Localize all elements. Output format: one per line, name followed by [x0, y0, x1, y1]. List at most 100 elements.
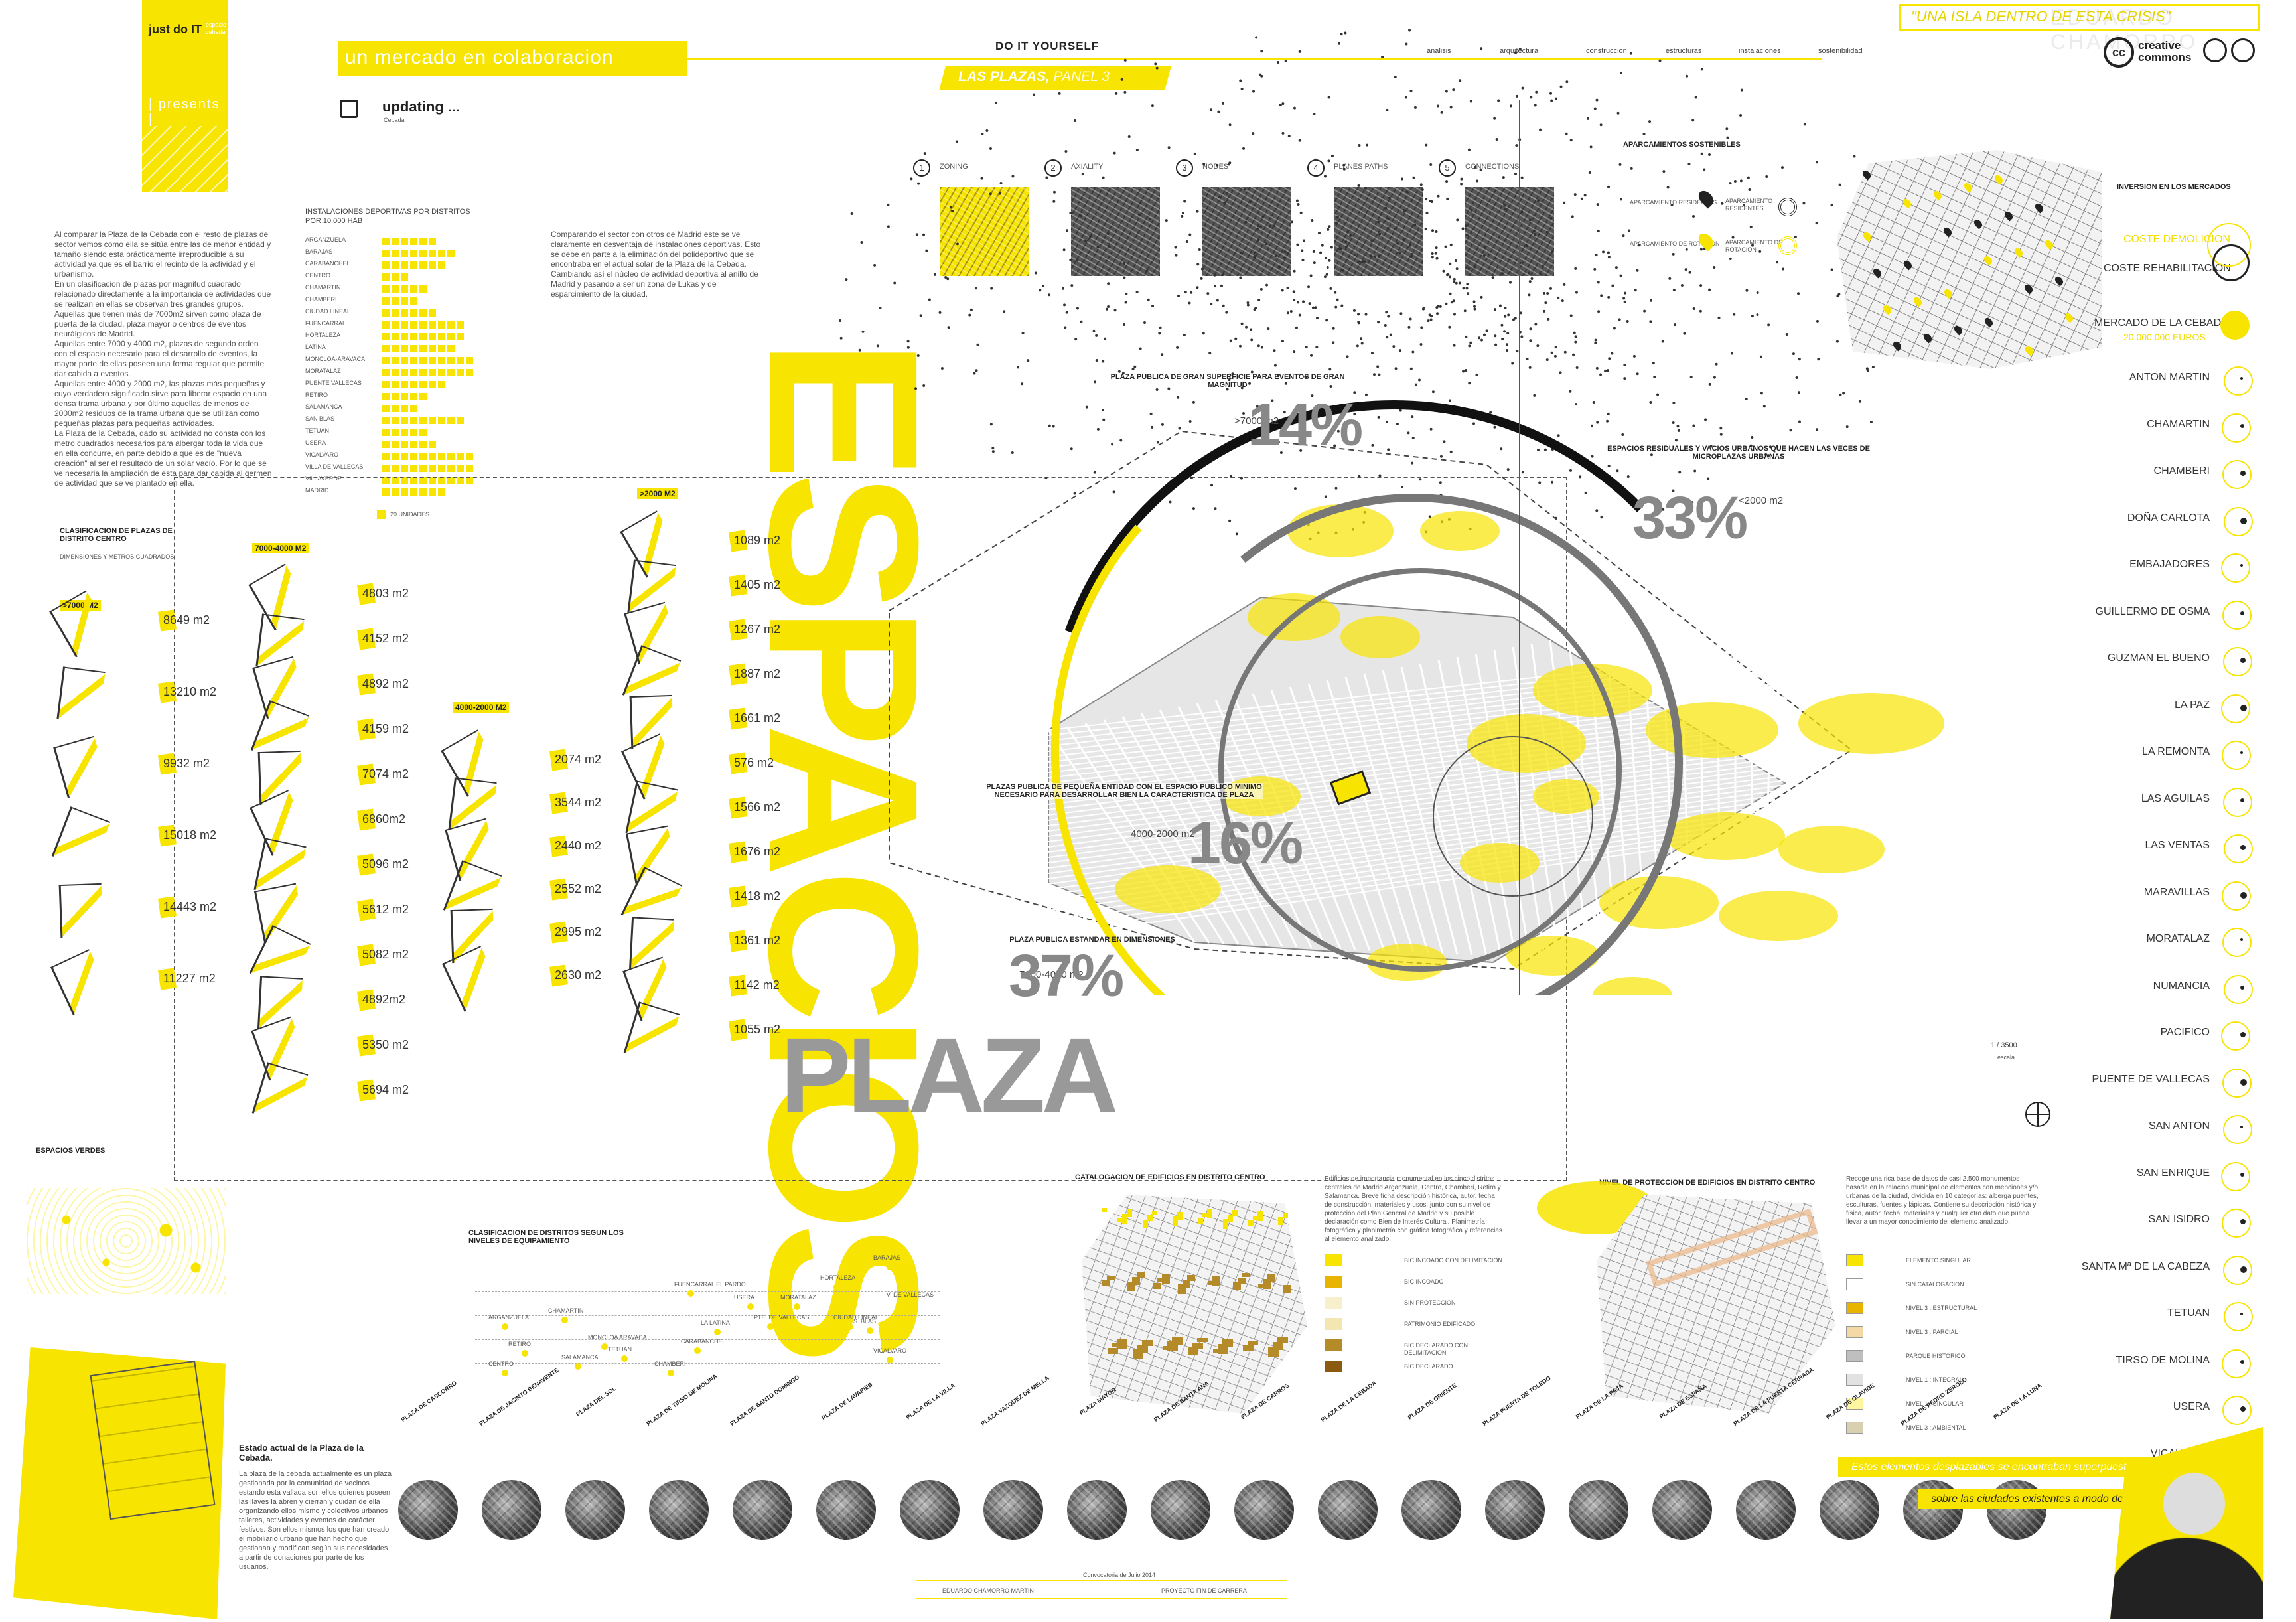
sports-unit: [401, 393, 408, 400]
plaza-size-label: 5694 m2: [362, 1083, 409, 1096]
network-dot: [1472, 300, 1476, 303]
plaza-size-label: 9932 m2: [163, 757, 210, 770]
network-dot: [1188, 301, 1191, 305]
network-dot: [1409, 89, 1413, 92]
sports-unit: [401, 441, 408, 448]
network-dot: [1561, 299, 1564, 303]
sports-unit: [401, 381, 408, 388]
network-dot: [1378, 474, 1382, 477]
street-line: [1048, 678, 1786, 763]
cebada-market: MERCADO DE LA CEBADA: [2094, 317, 2228, 329]
network-dot: [1106, 307, 1109, 311]
network-dot: [995, 101, 998, 104]
network-dot: [1453, 344, 1456, 347]
street-line: [1214, 700, 1327, 949]
network-dot: [1713, 266, 1716, 269]
network-dot: [1516, 350, 1519, 353]
by-icon: [2203, 38, 2227, 62]
network-dot: [1198, 248, 1201, 251]
market-dot: [2240, 377, 2243, 380]
plaza-size-label: 4159 m2: [362, 722, 409, 735]
network-dot: [1579, 475, 1582, 479]
network-dot: [1095, 334, 1098, 337]
network-dot: [1221, 273, 1224, 277]
network-dot: [1550, 351, 1553, 354]
network-dot: [1709, 445, 1713, 448]
network-dot: [1580, 197, 1583, 200]
network-dot: [1048, 293, 1051, 297]
network-dot: [1069, 211, 1072, 214]
network-dot: [1465, 287, 1469, 290]
nav-analisis[interactable]: analisis: [1427, 47, 1451, 55]
district-label: RETIRO: [508, 1341, 532, 1347]
street-line: [1140, 713, 1269, 946]
network-dot: [1210, 484, 1214, 487]
nav-instalaciones[interactable]: instalaciones: [1739, 47, 1781, 55]
footer-rule-1: [916, 1580, 1287, 1581]
network-dot: [1575, 403, 1578, 406]
network-dot: [1444, 245, 1447, 248]
network-dot: [1357, 313, 1360, 316]
network-dot: [1346, 230, 1350, 234]
quote-line-1: Estos elementos desplazables se encontra…: [1851, 1461, 2138, 1473]
sports-unit: [419, 309, 427, 317]
network-dot: [1721, 202, 1724, 205]
step-label: PLANES PATHS: [1334, 163, 1388, 171]
network-dot: [1064, 150, 1068, 153]
protection-legend-label: NIVEL 3 : PARCIAL: [1906, 1329, 1958, 1335]
inset-pin-yellow-icon: [1881, 303, 1893, 315]
sports-district-label: VICALVARO: [305, 451, 339, 458]
nav-estructuras[interactable]: estructuras: [1666, 47, 1702, 55]
network-dot: [1583, 194, 1587, 197]
network-dot: [1830, 204, 1833, 207]
plaza-ellipse: [1666, 812, 1785, 860]
nav-arquitectura[interactable]: arquitectura: [1500, 47, 1539, 55]
network-dot: [1514, 51, 1518, 54]
network-dot: [1394, 367, 1398, 370]
sports-unit: [382, 261, 390, 269]
markets-list: ANTON MARTIN CHAMARTIN CHAMBERI DOÑA CARLOT…: [2057, 358, 2269, 1472]
network-dot: [1550, 99, 1553, 102]
nav-sostenibilidad[interactable]: sostenibilidad: [1818, 47, 1863, 55]
network-dot: [861, 330, 865, 333]
network-dot: [1281, 102, 1285, 106]
network-dot: [1131, 368, 1135, 371]
network-dot: [1469, 100, 1472, 103]
nav-construccion[interactable]: construccion: [1586, 47, 1627, 55]
network-dot: [1623, 364, 1626, 367]
network-dot: [1688, 271, 1691, 274]
network-dot: [1032, 93, 1035, 96]
sports-unit: [438, 381, 445, 388]
map-range-micro: <2000 m2: [1739, 495, 1784, 506]
market-name: LAS VENTAS: [2145, 840, 2210, 851]
plaza-row-photo: [816, 1480, 876, 1540]
network-dot: [1027, 359, 1030, 362]
sports-chart: ARGANZUELA BARAJAS CARABANCHEL CENTRO CHAMAR…: [305, 236, 544, 502]
market-name: GUZMAN EL BUENO: [2107, 652, 2210, 664]
network-dot: [906, 340, 910, 343]
market-circle: [2222, 1255, 2252, 1285]
network-dot: [1507, 313, 1510, 317]
network-dot: [1063, 303, 1066, 307]
sports-unit: [419, 429, 427, 436]
network-dot: [1292, 290, 1295, 293]
network-dot: [1076, 258, 1079, 261]
inset-pin-icon: [2023, 283, 2035, 295]
sports-unit: [392, 477, 399, 484]
network-dot: [1713, 376, 1716, 379]
network-dot: [1624, 291, 1627, 295]
classification-subtitle: DIMENSIONES Y METROS CUADRADOS: [60, 553, 175, 560]
network-dot: [1346, 355, 1349, 358]
network-dot: [1299, 449, 1303, 452]
network-dot: [1181, 214, 1184, 218]
network-dot: [1311, 219, 1314, 222]
network-dot: [1480, 338, 1483, 342]
network-dot: [1408, 29, 1411, 32]
market-name: MARAVILLAS: [2143, 886, 2210, 898]
sports-unit: [382, 357, 390, 364]
market-name: SAN ISIDRO: [2148, 1214, 2210, 1225]
sports-unit: [392, 393, 399, 400]
network-dot: [1591, 424, 1594, 427]
catalog-building: [1112, 1343, 1123, 1347]
street-line: [1048, 733, 1786, 826]
